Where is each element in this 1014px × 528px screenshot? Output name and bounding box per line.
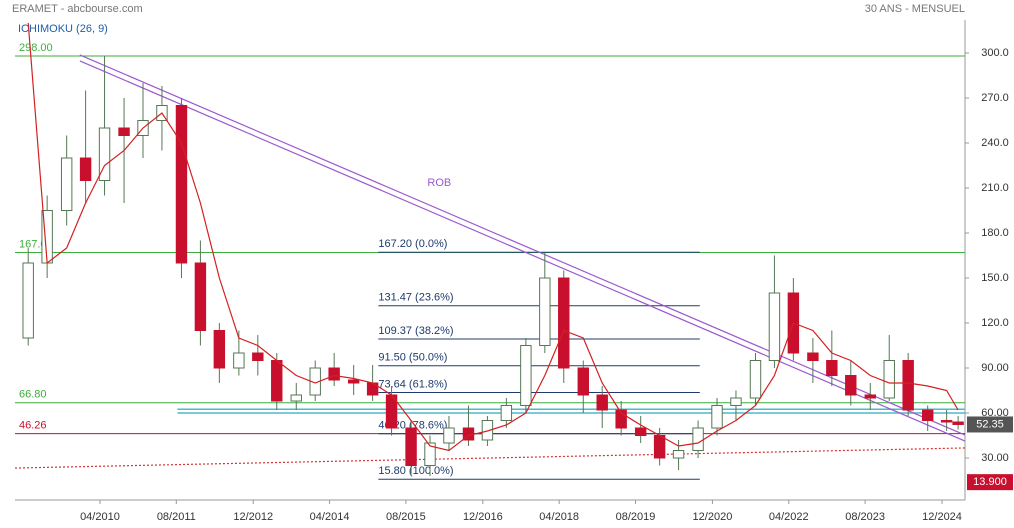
candle-body: [520, 345, 532, 406]
candle-body: [615, 409, 627, 429]
candle-body: [940, 420, 953, 423]
fib-label: 109.37 (38.2%): [378, 325, 453, 337]
candle-body: [539, 277, 551, 346]
y-tick-label: 60.00: [981, 407, 1009, 419]
y-tick-label: 300.0: [981, 47, 1009, 59]
x-tick-label: 04/2022: [769, 511, 809, 523]
fib-label: 91.50 (50.0%): [378, 352, 447, 364]
indicator-line: [27, 22, 959, 452]
x-tick-label: 04/2010: [80, 511, 120, 523]
legend-label: ICHIMOKU (26, 9): [18, 23, 108, 35]
candle-body: [271, 360, 283, 402]
y-tick-label: 270.0: [981, 92, 1009, 104]
y-tick-label: 180.0: [981, 227, 1009, 239]
y-tick-label: 90.00: [981, 362, 1009, 374]
fib-label: 15.80 (100.0%): [378, 465, 453, 477]
candle-body: [233, 352, 245, 369]
candle-body: [443, 427, 455, 444]
candle-body: [807, 352, 819, 361]
level-label: 46.26: [19, 420, 47, 432]
x-tick-label: 12/2012: [233, 511, 273, 523]
candle-body: [768, 292, 781, 361]
chart-subtitle: 30 ANS - MENSUEL: [865, 3, 965, 15]
candle-body: [902, 360, 914, 411]
candle-body: [22, 262, 34, 339]
x-tick-label: 08/2023: [845, 511, 885, 523]
stop-price-box: [967, 474, 1013, 491]
candle-body: [175, 105, 188, 264]
candle-body: [711, 405, 723, 429]
fib-label: 167.20 (0.0%): [378, 238, 447, 250]
level-label: 66.80: [19, 389, 47, 401]
chart-title: ERAMET - abcbourse.com: [12, 3, 143, 15]
x-tick-label: 12/2016: [463, 511, 503, 523]
candle-body: [98, 127, 111, 181]
candle-body: [347, 379, 360, 384]
candle-body: [405, 427, 417, 466]
candle-body: [194, 262, 207, 331]
fib-label: 131.47 (23.6%): [378, 292, 453, 304]
x-tick-label: 12/2020: [693, 511, 733, 523]
x-tick-label: 04/2014: [310, 511, 350, 523]
candle-body: [213, 330, 226, 369]
y-tick-label: 150.0: [981, 272, 1009, 284]
candle-body: [500, 405, 513, 421]
candle-body: [577, 367, 589, 396]
candle-body: [328, 367, 340, 381]
candle-body: [730, 397, 742, 406]
trendline-channel: [79, 60, 966, 442]
candle-body: [952, 421, 964, 425]
x-tick-label: 08/2011: [157, 511, 196, 523]
candle-body: [845, 375, 857, 396]
candle-body: [634, 427, 647, 436]
candle-body: [883, 360, 895, 399]
candle-body: [252, 352, 264, 361]
y-tick-label: 210.0: [981, 182, 1009, 194]
candle-body: [79, 157, 92, 181]
y-tick-label: 30.00: [981, 452, 1009, 464]
candle-body: [826, 360, 838, 376]
stop-price-label: 13.900: [973, 476, 1007, 488]
trendline-label: ROB: [427, 177, 451, 189]
candle-body: [653, 435, 666, 459]
candle-body: [290, 394, 302, 402]
last-price-box: [967, 416, 1013, 433]
candle-body: [60, 157, 73, 211]
y-tick-label: 120.0: [981, 317, 1009, 329]
candle-body: [921, 409, 934, 421]
x-tick-label: 04/2018: [539, 511, 579, 523]
x-tick-label: 08/2015: [386, 511, 426, 523]
x-tick-label: 12/2024: [922, 511, 962, 523]
fib-label: 73.64 (61.8%): [378, 378, 447, 390]
candle-body: [692, 427, 704, 451]
level-label: 298.00: [19, 42, 53, 54]
candle-body: [749, 360, 762, 399]
candle-body: [864, 394, 876, 399]
last-price-label: 52.35: [976, 418, 1004, 430]
candle-body: [558, 277, 570, 369]
candle-body: [596, 394, 608, 411]
candle-body: [424, 442, 436, 466]
trendline: [79, 54, 966, 436]
candle-body: [672, 450, 685, 459]
y-tick-label: 240.0: [981, 137, 1009, 149]
x-tick-label: 08/2019: [616, 511, 656, 523]
candle-body: [481, 420, 494, 441]
candle-body: [118, 127, 130, 136]
